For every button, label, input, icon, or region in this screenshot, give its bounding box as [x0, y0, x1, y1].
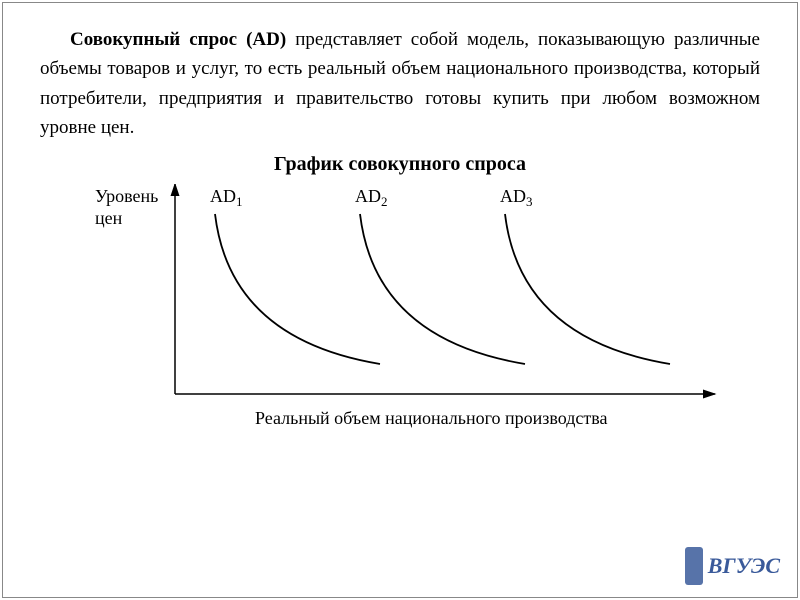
- aggregate-demand-chart: Уровеньцен Реальный объем национального п…: [85, 184, 735, 449]
- svg-text:AD3: AD3: [500, 186, 533, 209]
- definition-paragraph: Совокупный спрос (AD) представляет собой…: [40, 25, 760, 143]
- svg-text:AD1: AD1: [210, 186, 243, 209]
- term-bold: Совокупный спрос (AD): [70, 29, 286, 50]
- svg-text:цен: цен: [95, 208, 123, 228]
- chart-title: График совокупного спроса: [40, 153, 760, 176]
- svg-text:Уровень: Уровень: [95, 186, 158, 206]
- svg-text:AD2: AD2: [355, 186, 388, 209]
- svg-text:Реальный объем национального п: Реальный объем национального производств…: [255, 408, 608, 428]
- logo: ВГУЭС: [685, 547, 780, 585]
- content-area: Совокупный спрос (AD) представляет собой…: [0, 0, 800, 464]
- logo-icon: [685, 547, 703, 585]
- logo-text: ВГУЭС: [708, 553, 780, 579]
- chart-container: Уровеньцен Реальный объем национального п…: [85, 184, 760, 454]
